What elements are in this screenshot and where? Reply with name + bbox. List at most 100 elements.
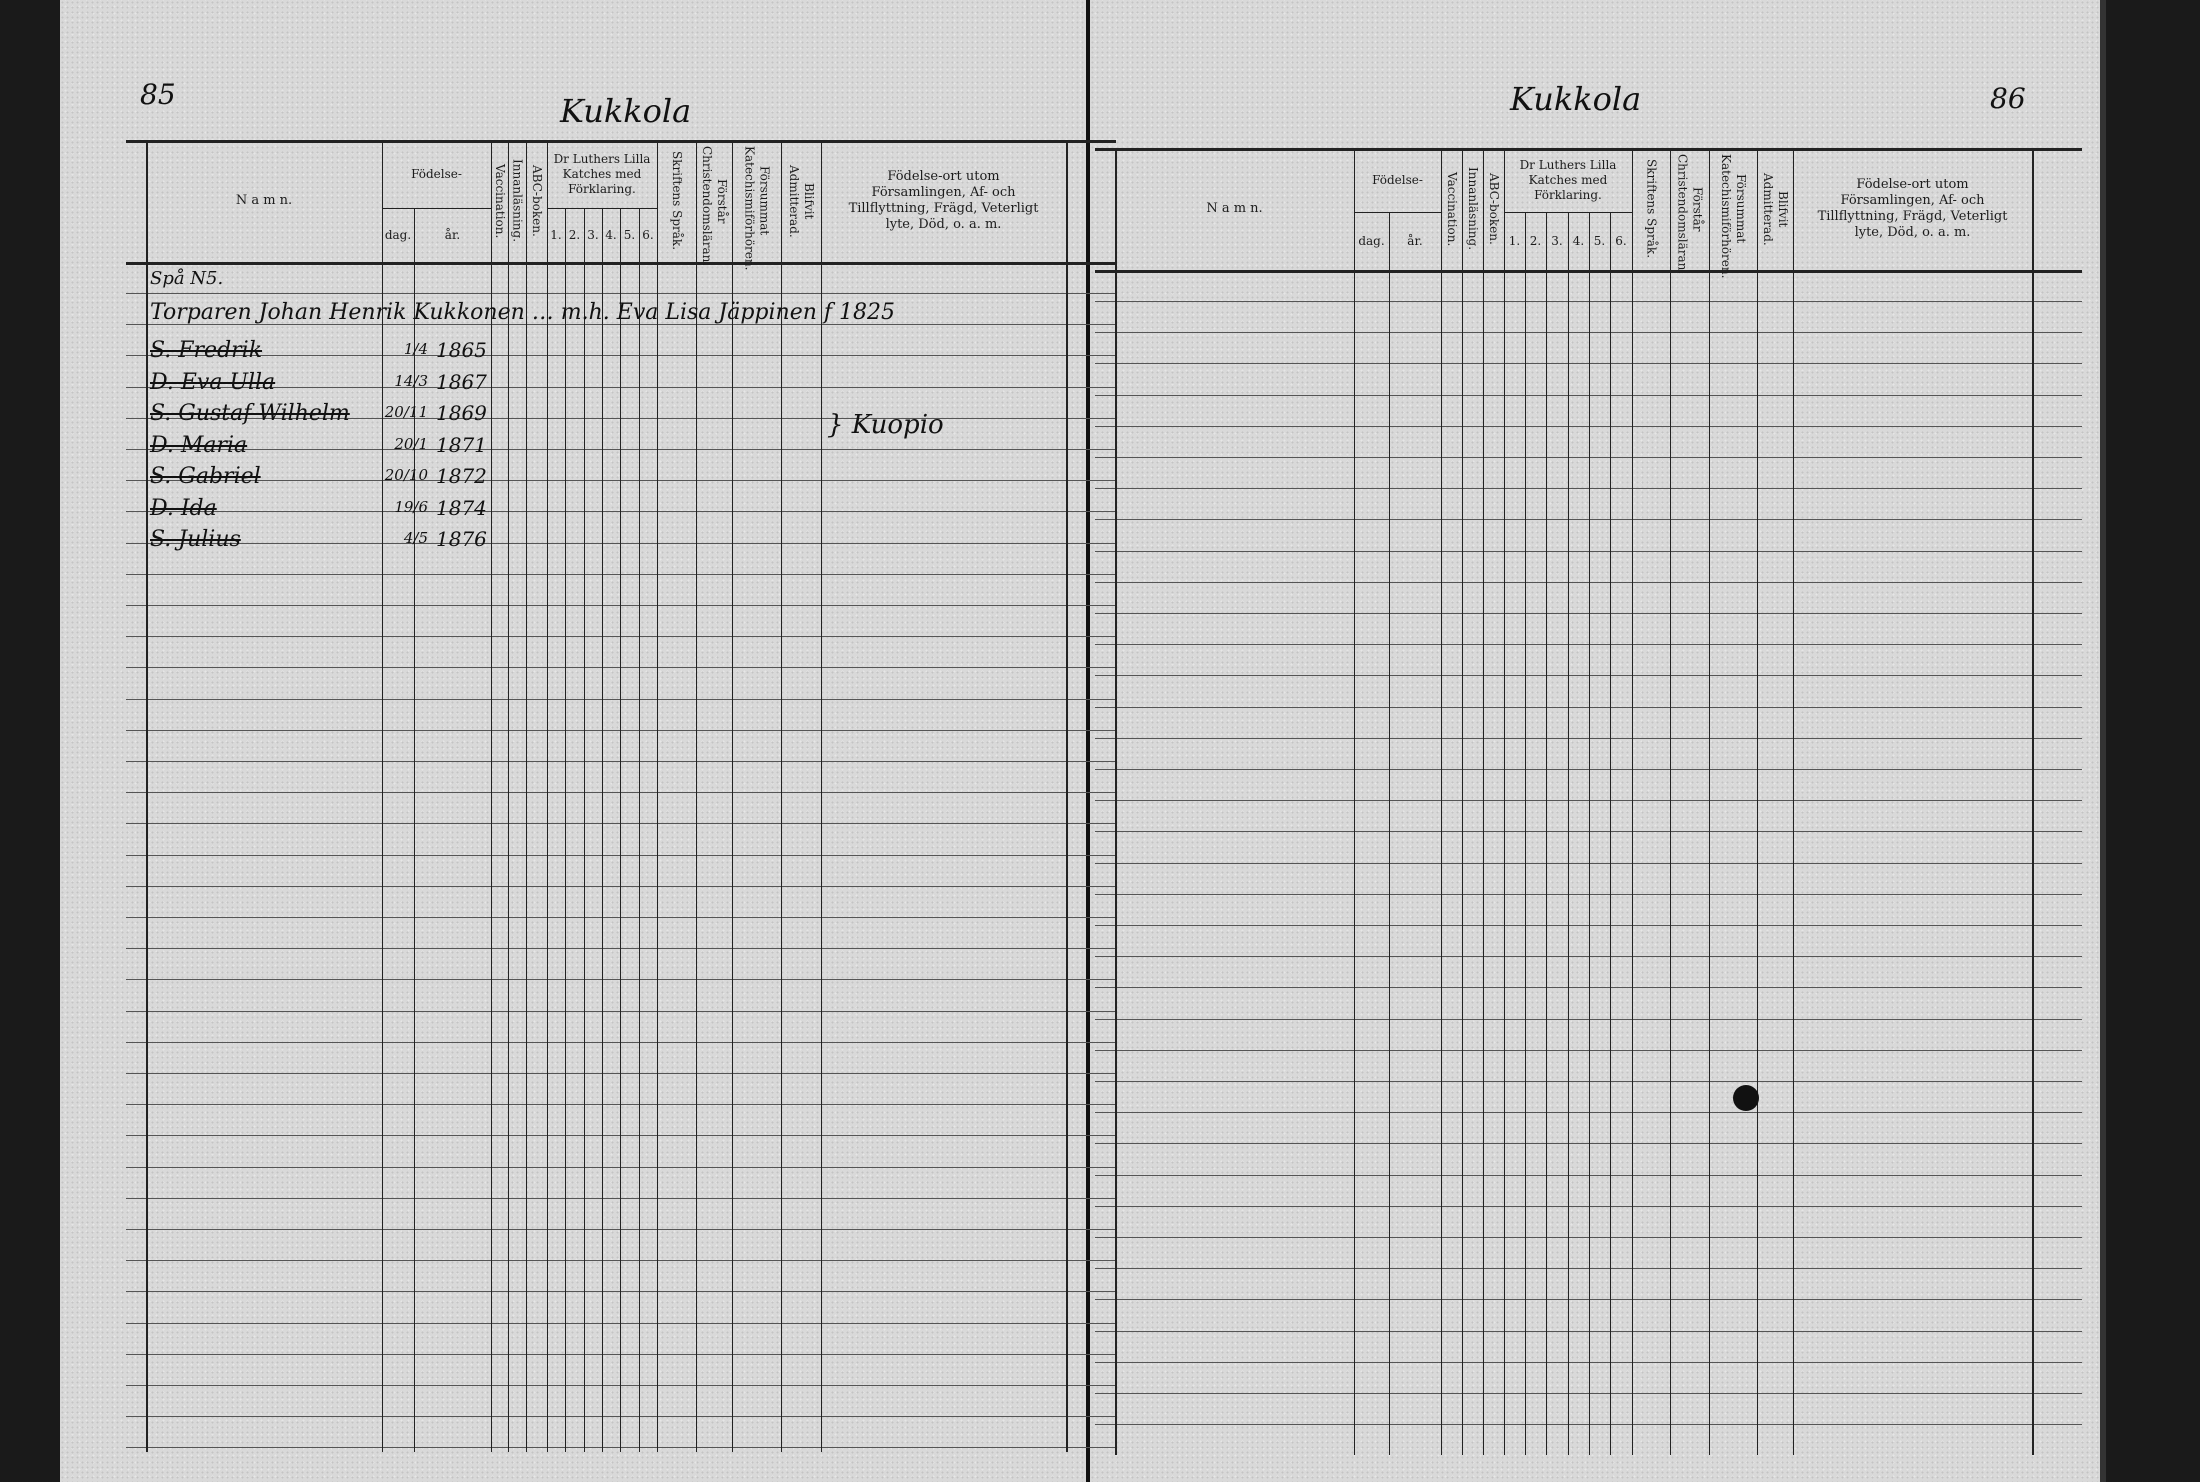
header-reading: Innanläsning. (508, 140, 526, 262)
ruled-row-line (1095, 675, 2082, 676)
header-vaccination-text: Vaccination. (493, 163, 507, 239)
column-line (1462, 148, 1463, 1455)
ruled-row-line (1095, 1393, 2082, 1394)
ruled-row-line (1095, 925, 2082, 926)
book-spine (1086, 0, 1090, 1482)
ruled-row-line (126, 1447, 1116, 1448)
left_page-page-number: 85 (140, 78, 176, 111)
column-line (491, 140, 492, 1452)
ruled-row-line (126, 511, 1116, 512)
ruled-row-line (1095, 301, 2082, 302)
ruled-row-line (126, 1135, 1116, 1136)
column-line (620, 208, 621, 1452)
header-notes: Födelse-ort utom Församlingen, Af- och T… (1817, 176, 2008, 241)
ruled-row-line (126, 855, 1116, 856)
column-line (382, 140, 383, 1452)
header-catechism: Dr Luthers Lilla Katches med Förklaring. (553, 151, 651, 196)
entry-name: S. Fredrik (150, 338, 263, 363)
header-top-rule (126, 140, 1116, 143)
column-line (1066, 140, 1068, 1452)
header-catechism-col: 2. (1529, 233, 1542, 248)
header-name: N a m n. (1206, 200, 1263, 216)
column-line (1483, 148, 1484, 1455)
header-admitted-text: Blifvit Admitterad. (787, 164, 816, 238)
birth-subheader-rule (382, 208, 491, 209)
column-line (1441, 148, 1442, 1455)
column-line (696, 140, 697, 1452)
ruled-row-line (1095, 1362, 2082, 1363)
header-catechism: Dr Luthers Lilla Katches med Förklaring. (1519, 157, 1617, 202)
ruled-row-line (126, 387, 1116, 388)
column-line (657, 140, 658, 1452)
margin-note: } Kuopio (827, 410, 944, 440)
ruled-row-line (126, 543, 1116, 544)
ruled-row-line (1095, 644, 2082, 645)
ruled-row-line (1095, 769, 2082, 770)
column-line (1709, 148, 1710, 1455)
ruled-row-line (126, 1385, 1116, 1386)
page-edge (2100, 0, 2106, 1482)
header-catechism-col: 1. (1508, 233, 1521, 248)
ruled-row-line (126, 1073, 1116, 1074)
entry-birth-day: 4/5 (403, 529, 428, 547)
ruled-row-line (1095, 1019, 2082, 1020)
ruled-row-line (126, 1260, 1116, 1261)
entry-birth-day: 19/6 (394, 498, 428, 516)
ruled-row-line (1095, 863, 2082, 864)
column-line (1610, 212, 1611, 1455)
header-day: dag. (1358, 233, 1385, 248)
ruled-row-line (1095, 738, 2082, 739)
ruled-row-line (1095, 488, 2082, 489)
ruled-row-line (1095, 426, 2082, 427)
ruled-row-line (1095, 551, 2082, 552)
header-birth: Födelse- (1372, 172, 1423, 187)
entry-birth-day: 20/11 (384, 403, 428, 421)
ruled-row-line (126, 1042, 1116, 1043)
ruled-row-line (126, 979, 1116, 980)
header-admitted: Blifvit Admitterad. (1757, 148, 1793, 270)
column-line (1354, 148, 1355, 1455)
header-abc-text: ABC-boken. (1487, 173, 1501, 245)
column-line (1793, 148, 1794, 1455)
ruled-row-line (1095, 363, 2082, 364)
header-reading-text: Innanläsning. (1466, 167, 1480, 251)
right-page (1090, 0, 2100, 1482)
right_page-page-number: 86 (1990, 82, 2026, 115)
entry-birth-year: 1867 (436, 370, 487, 394)
ruled-row-line (126, 1167, 1116, 1168)
column-line (732, 140, 733, 1452)
column-line (1504, 148, 1505, 1455)
ruled-row-line (1095, 519, 2082, 520)
ruled-row-line (1095, 800, 2082, 801)
ruled-row-line (126, 948, 1116, 949)
ruled-row-line (126, 886, 1116, 887)
ruled-row-line (1095, 1206, 2082, 1207)
ink-blot (1733, 1085, 1759, 1111)
header-top-rule (1095, 148, 2082, 151)
header-vaccination: Vaccination. (491, 140, 508, 262)
header-bottom-rule (1095, 270, 2082, 273)
ruled-row-line (126, 1291, 1116, 1292)
ruled-row-line (126, 355, 1116, 356)
ruled-row-line (1095, 1237, 2082, 1238)
ruled-row-line (1095, 1143, 2082, 1144)
entry-name: S. Julius (150, 527, 241, 552)
ruled-row-line (126, 699, 1116, 700)
ruled-row-line (1095, 707, 2082, 708)
ruled-row-line (126, 667, 1116, 668)
header-admitted: Blifvit Admitterad. (781, 140, 821, 262)
column-line (1546, 212, 1547, 1455)
column-line (584, 208, 585, 1452)
ruled-row-line (1095, 1424, 2082, 1425)
ruled-row-line (1095, 831, 2082, 832)
header-year: år. (1407, 233, 1423, 248)
column-line (565, 208, 566, 1452)
header-catechism-col: 1. (550, 227, 562, 242)
column-line (602, 208, 603, 1452)
ruled-row-line (1095, 395, 2082, 396)
ruled-row-line (1095, 457, 2082, 458)
ruled-row-line (1095, 1081, 2082, 1082)
column-line (1670, 148, 1671, 1455)
entry-name: D. Ida (150, 496, 217, 521)
header-reading-text: Innanläsning. (510, 159, 525, 243)
